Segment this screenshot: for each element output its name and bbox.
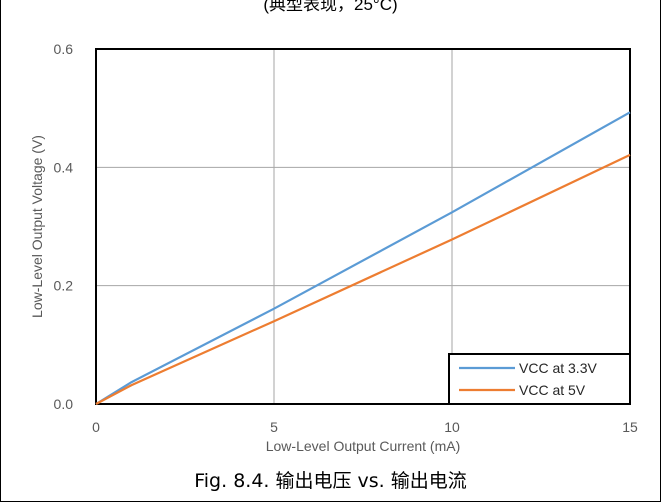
- x-tick-label: 15: [622, 419, 638, 435]
- chart: 0 5 10 15 0.0 0.2 0.4 0.6 Low-Level Output Curr…: [29, 41, 638, 454]
- series-line-2: [95, 153, 631, 405]
- y-tick-label: 0.4: [54, 159, 74, 175]
- x-axis-title: Low-Level Output Current (mA): [266, 438, 461, 454]
- series-lines: [95, 111, 631, 405]
- legend-label: VCC at 3.3V: [519, 360, 597, 376]
- grid-lines: [95, 48, 631, 405]
- tick-labels: 0 5 10 15 0.0 0.2 0.4 0.6: [54, 41, 638, 435]
- x-tick-label: 0: [92, 419, 100, 435]
- y-axis-title: Low-Level Output Voltage (V): [29, 135, 45, 318]
- legend: VCC at 3.3V VCC at 5V: [448, 353, 631, 405]
- y-tick-label: 0.2: [54, 278, 74, 294]
- legend-label: VCC at 5V: [519, 382, 586, 398]
- y-tick-label: 0.0: [54, 396, 74, 412]
- figure-top-text: (典型表现，25°C): [263, 0, 398, 14]
- legend-box: [448, 353, 631, 405]
- y-tick-label: 0.6: [54, 41, 74, 57]
- series-line-1: [95, 111, 631, 405]
- x-tick-label: 10: [444, 419, 460, 435]
- x-tick-label: 5: [270, 419, 278, 435]
- plot-area-border: [95, 48, 631, 405]
- figure-caption: Fig. 8.4. 输出电压 vs. 输出电流: [194, 470, 467, 492]
